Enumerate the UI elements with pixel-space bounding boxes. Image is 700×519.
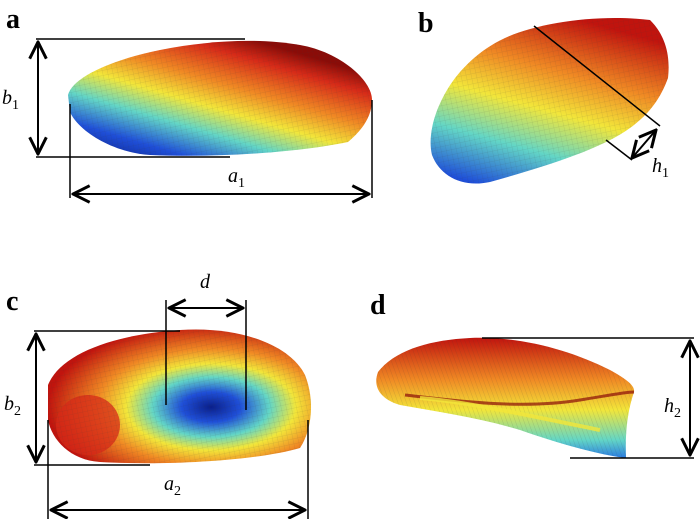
panel-c-width-label: a2 [164, 473, 181, 499]
panel-a-letter: a [6, 4, 20, 35]
panel-b-letter: b [418, 8, 434, 39]
panel-a-width-label: a1 [228, 165, 245, 191]
panel-b-height-label: h1 [652, 155, 669, 181]
panel-d-letter: d [370, 290, 386, 321]
panel-b: b h1 [418, 8, 669, 184]
panel-c-letter: c [6, 286, 18, 317]
panel-a: a b1 a1 [2, 4, 373, 198]
panel-d-height-label: h2 [664, 395, 681, 421]
panel-c: c d b2 a2 [4, 271, 312, 519]
panel-b-diagonal-guide [533, 25, 661, 127]
panel-d: d h2 [370, 290, 694, 459]
panel-c-distance-label: d [200, 271, 211, 293]
panel-b-lower-guide [605, 139, 633, 161]
panel-b-height-arrow [632, 130, 656, 158]
panel-a-height-label: b1 [2, 87, 19, 113]
panel-c-height-label: b2 [4, 393, 21, 419]
